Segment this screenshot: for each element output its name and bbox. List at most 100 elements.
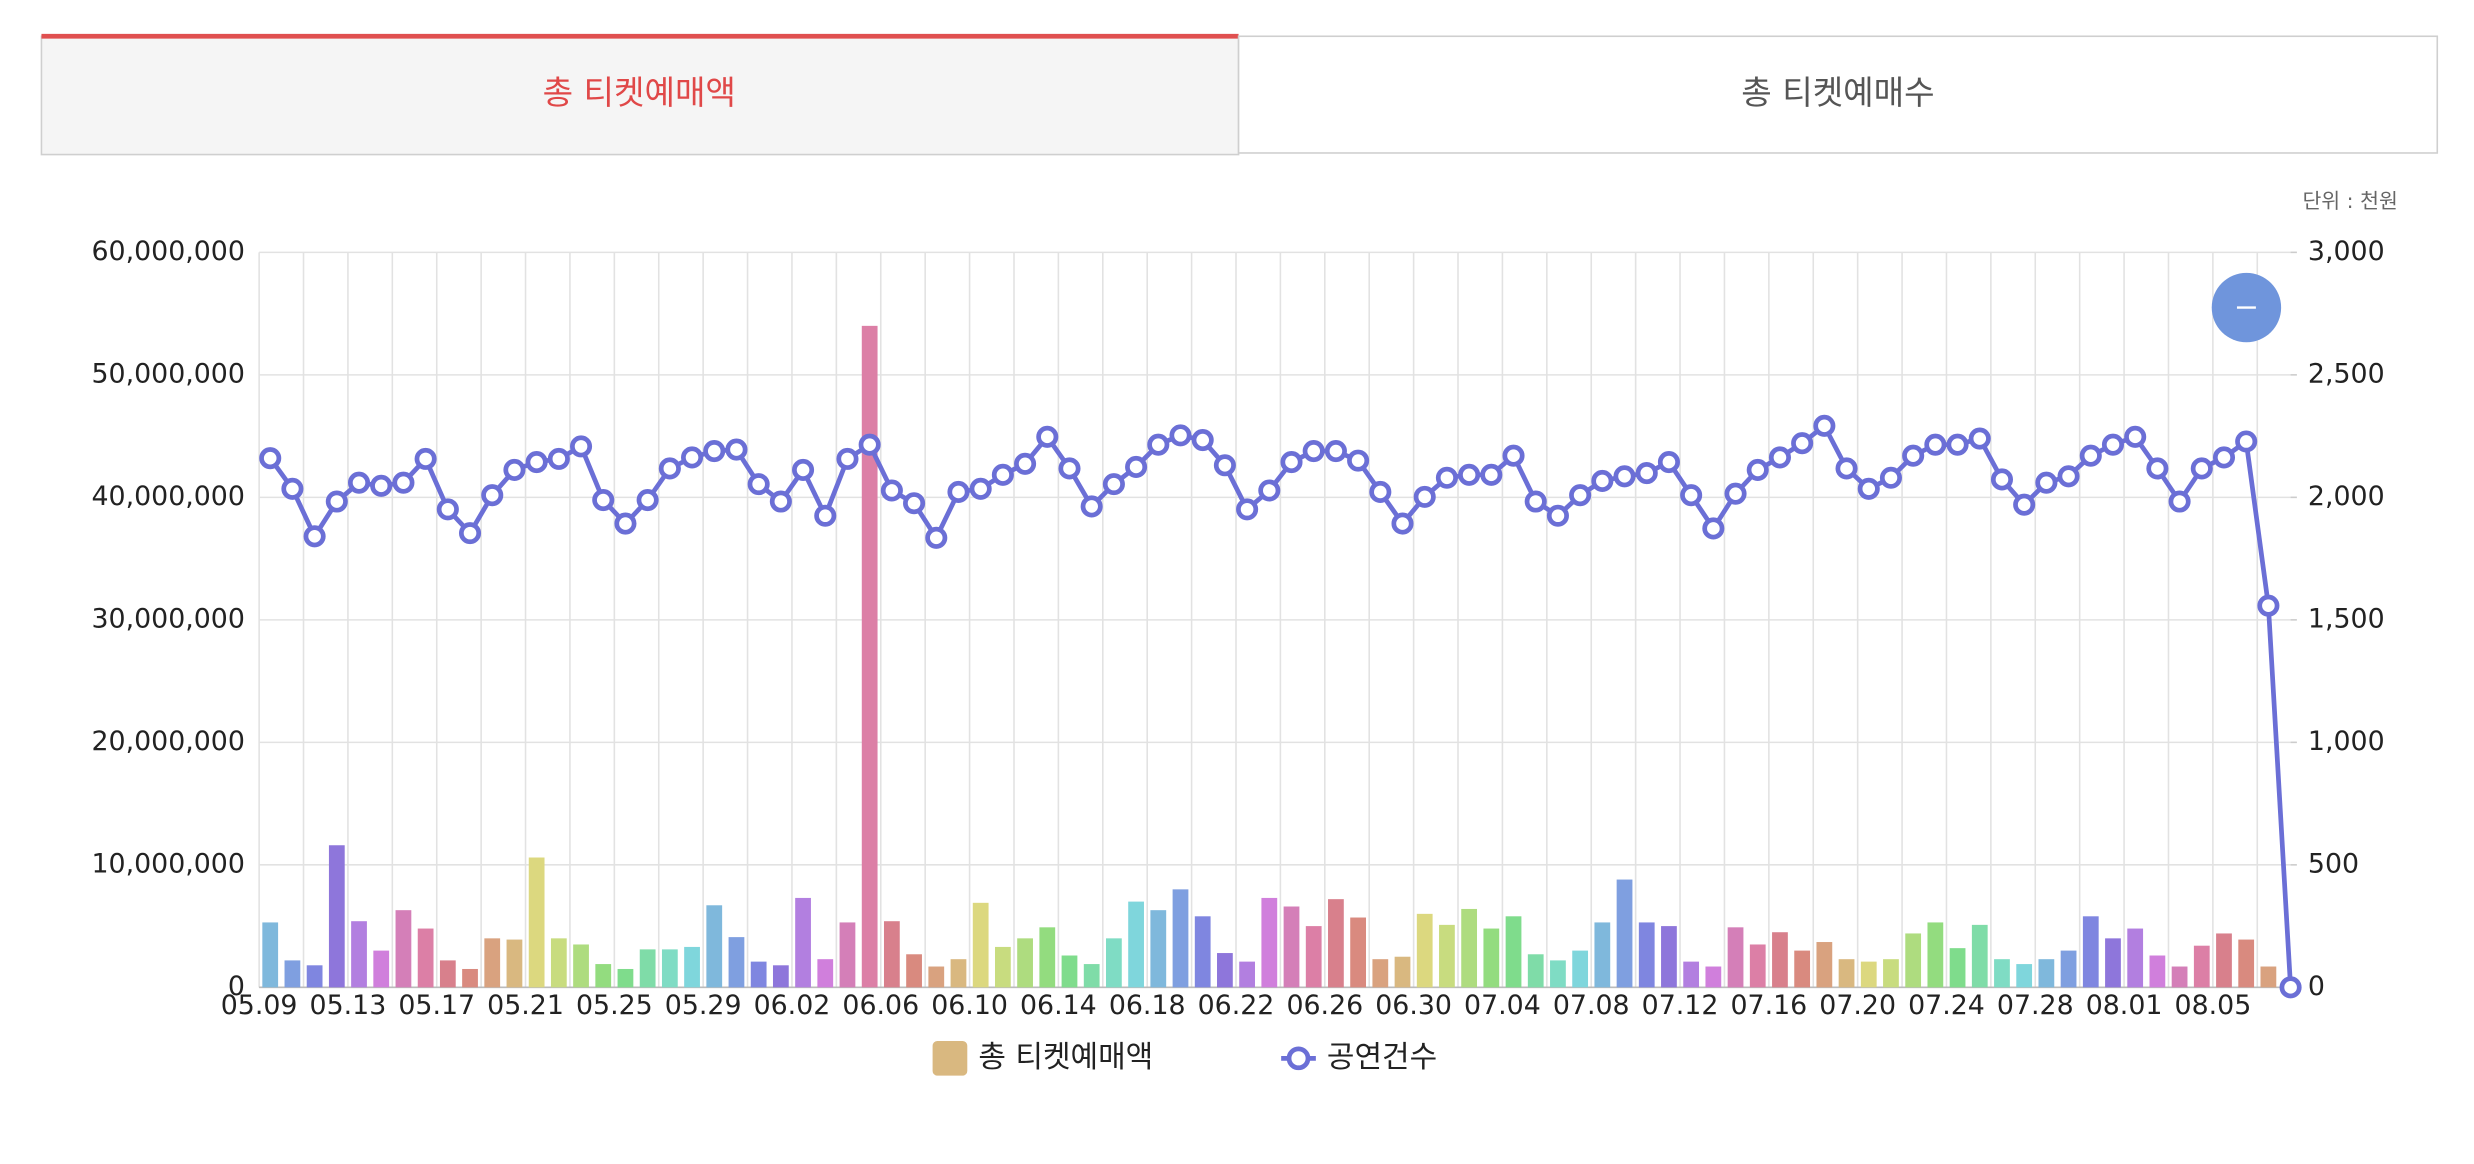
line-point	[392, 471, 415, 494]
x-tick-label: 07.08	[1553, 990, 1630, 1021]
tab-label[interactable]: 총 티켓예매액	[543, 73, 736, 112]
bar	[262, 922, 279, 988]
line-point	[636, 489, 659, 512]
line-point	[991, 463, 1014, 486]
line-point	[1902, 444, 1925, 467]
y2-tick-label: 1,500	[2308, 603, 2385, 634]
line-point	[1258, 479, 1281, 502]
x-tick-label: 06.26	[1286, 990, 1363, 1021]
bar	[1883, 959, 1899, 988]
y-tick-label: 60,000,000	[91, 236, 244, 267]
bar	[2149, 955, 2166, 988]
line-point	[681, 446, 704, 469]
line-point	[1924, 433, 1947, 456]
line-point	[325, 490, 348, 513]
line-point	[1080, 495, 1103, 518]
line-point	[1169, 424, 1192, 447]
bar	[1638, 922, 1655, 988]
bar	[595, 964, 612, 988]
x-tick-label: 08.05	[2175, 990, 2252, 1021]
line-point	[1591, 469, 1614, 492]
line-point	[2079, 444, 2102, 467]
line-point	[2190, 457, 2213, 480]
bar	[994, 946, 1011, 988]
tab-background[interactable]	[1237, 35, 2439, 154]
bar	[1217, 953, 1233, 988]
bar	[906, 954, 922, 988]
bar	[1061, 955, 1078, 988]
line-point	[1102, 473, 1125, 496]
line-point	[259, 447, 282, 470]
bar	[684, 946, 700, 988]
line-point	[525, 451, 548, 474]
line-point	[2013, 493, 2036, 516]
line-point	[1324, 440, 1347, 463]
line-point	[592, 489, 615, 512]
tab[interactable]: 총 티켓예매수	[1237, 35, 2439, 154]
line-point	[880, 479, 903, 502]
bar	[1283, 906, 1300, 988]
line-point	[769, 490, 792, 513]
tab[interactable]: 총 티켓예매액	[40, 33, 1240, 156]
bar	[1838, 959, 1855, 988]
tab-label[interactable]: 총 티켓예매수	[1741, 73, 1934, 112]
bar	[1971, 924, 1988, 988]
line-point	[2146, 457, 2169, 480]
line-point	[503, 458, 526, 481]
bar	[2038, 959, 2055, 988]
x-tick-label: 06.06	[842, 990, 919, 1021]
legend-label: 총 티켓예매액	[978, 1040, 1153, 1075]
line-point	[1125, 455, 1148, 479]
bar	[2238, 939, 2255, 988]
line-point	[1724, 482, 1747, 505]
line-point	[2257, 594, 2280, 617]
bar	[1705, 966, 1722, 988]
bar	[2127, 928, 2144, 988]
bar	[1439, 924, 1455, 988]
line-point	[281, 477, 304, 500]
bar	[2082, 916, 2099, 988]
line-point	[2212, 446, 2236, 469]
bar	[1860, 961, 1877, 988]
bar	[839, 922, 856, 988]
x-tick-label: 05.17	[398, 990, 475, 1021]
x-tick-label: 05.13	[310, 990, 387, 1021]
bar	[2016, 964, 2033, 988]
line-point	[1835, 457, 1858, 480]
bar	[1483, 928, 1500, 988]
bar	[861, 325, 878, 988]
bar	[550, 938, 567, 988]
zoom-button[interactable]	[2211, 272, 2282, 343]
x-tick-label: 06.02	[754, 990, 831, 1021]
bar	[1150, 910, 1167, 988]
bar	[1461, 908, 1478, 988]
bar	[772, 965, 789, 988]
bar	[617, 968, 634, 988]
x-tick-label: 08.01	[2086, 990, 2163, 1021]
bar	[795, 897, 811, 988]
bar	[2260, 966, 2277, 988]
bar	[1083, 964, 1100, 988]
bar	[928, 966, 945, 988]
bar	[1194, 916, 1211, 988]
bar	[1261, 897, 1278, 988]
line-point	[1435, 466, 1458, 489]
bar	[661, 949, 678, 988]
bar	[1527, 954, 1544, 988]
bar	[883, 921, 900, 988]
bar	[328, 845, 345, 988]
line-point	[1968, 427, 1991, 450]
bar	[1772, 932, 1788, 988]
line-point	[614, 512, 637, 535]
bar	[1616, 879, 1633, 988]
tab-background[interactable]	[40, 35, 1240, 156]
bar	[351, 921, 367, 988]
line-point	[303, 525, 326, 548]
line-point	[1036, 425, 1059, 448]
bar	[2216, 933, 2232, 988]
line-point	[458, 522, 482, 545]
bar	[439, 960, 456, 988]
bar	[1594, 922, 1611, 988]
line-point	[1369, 480, 1392, 504]
bar	[528, 857, 545, 988]
